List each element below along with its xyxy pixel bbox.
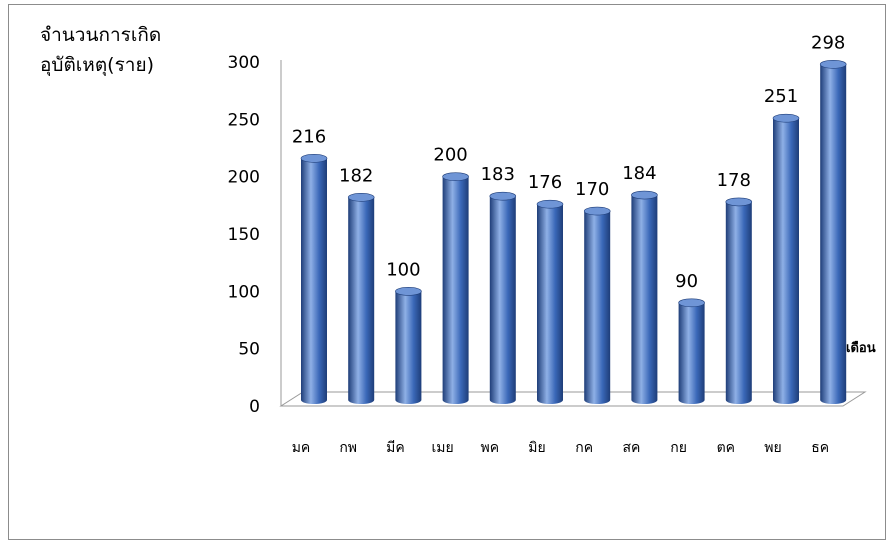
- bar: [819, 59, 847, 404]
- bar-body: [820, 64, 847, 404]
- bar-top: [347, 193, 375, 202]
- category-label: พย: [764, 440, 781, 456]
- y-tick-label: 200: [228, 168, 260, 188]
- bar: [772, 113, 800, 404]
- bar-body: [678, 302, 705, 404]
- y-tick-label: 250: [228, 110, 260, 130]
- bar-top: [300, 154, 328, 163]
- bar-top: [631, 190, 658, 200]
- category-label: กค: [575, 440, 593, 456]
- bar-top: [442, 172, 469, 181]
- category-label: มค: [292, 440, 311, 456]
- y-axis-label-line1: จำนวนการเกิด: [40, 24, 162, 46]
- y-axis-label-line2: อุบัติเหตุ(ราย): [40, 54, 154, 76]
- bar: [395, 287, 422, 404]
- bars: [300, 59, 847, 404]
- y-tick-label: 50: [238, 340, 260, 360]
- axes: 0 50 100 150 200 250 300: [228, 53, 867, 417]
- category-label: ธค: [811, 440, 829, 456]
- data-label: 100: [386, 259, 420, 280]
- category-label: กพ: [339, 440, 357, 456]
- data-label: 184: [622, 163, 656, 184]
- data-label: 216: [292, 126, 326, 147]
- bar-top: [489, 191, 517, 201]
- bar: [583, 206, 611, 404]
- bar-top: [772, 113, 800, 123]
- bar-body: [442, 176, 469, 404]
- data-label: 251: [764, 86, 798, 107]
- bar-top: [725, 197, 753, 207]
- bar: [300, 154, 328, 404]
- bar-top: [819, 59, 847, 69]
- data-label: 170: [575, 179, 609, 200]
- data-label: 178: [717, 170, 751, 191]
- bar-body: [348, 197, 375, 404]
- bar: [725, 197, 753, 404]
- category-label: ตค: [717, 440, 735, 456]
- x-axis-label: เดือน: [846, 340, 876, 356]
- y-tick-label: 100: [228, 282, 260, 302]
- data-label: 90: [675, 271, 698, 292]
- data-label: 182: [339, 165, 373, 186]
- bar-body: [395, 291, 422, 404]
- data-label: 176: [528, 172, 562, 193]
- y-tick-label: 300: [228, 53, 260, 73]
- category-label: สค: [622, 440, 640, 456]
- labels: 216 มค 182 กพ 100 มีค 200 เมย 183 พค 176 มิย 170 กค 18…: [292, 32, 876, 456]
- data-label: 298: [811, 32, 845, 53]
- data-label: 183: [481, 164, 515, 185]
- bar: [678, 298, 705, 404]
- bar-body: [725, 201, 752, 404]
- category-label: พค: [481, 440, 500, 456]
- bar-body: [537, 204, 563, 404]
- bar: [489, 191, 517, 404]
- category-label: มิย: [528, 440, 545, 456]
- y-tick-label: 150: [228, 225, 260, 245]
- category-label: กย: [670, 440, 687, 456]
- bar-top: [678, 298, 705, 308]
- bar-top: [395, 287, 422, 296]
- bar: [536, 199, 564, 404]
- bar-body: [489, 196, 516, 404]
- data-label: 200: [433, 145, 467, 166]
- bar-top: [583, 206, 611, 216]
- y-tick-label: 0: [249, 397, 260, 417]
- bar: [442, 172, 469, 404]
- chart-floor: [279, 391, 867, 407]
- category-label: เมย: [431, 440, 453, 456]
- bar-body: [301, 158, 327, 404]
- category-label: มีค: [386, 440, 405, 456]
- bar-body: [631, 195, 658, 404]
- bar: [631, 190, 658, 404]
- bar-top: [536, 199, 564, 209]
- bar-body: [773, 118, 799, 404]
- bar-body: [584, 211, 611, 404]
- bar: [347, 193, 375, 404]
